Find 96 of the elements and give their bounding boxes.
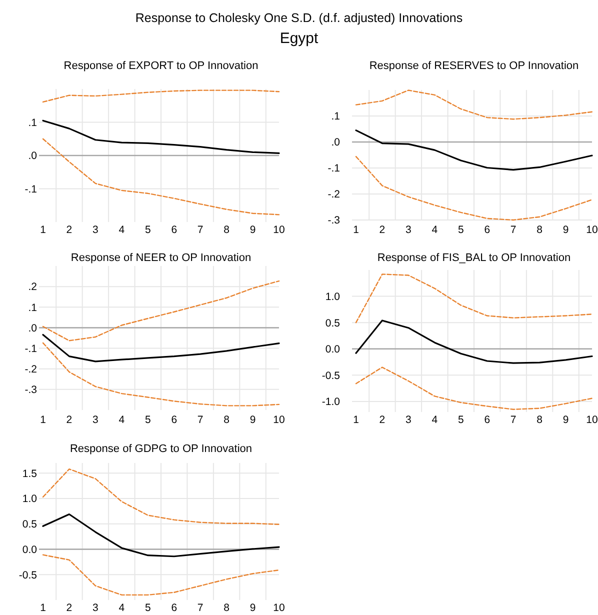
- line-series: [42, 513, 280, 558]
- x-tick-label: 1: [40, 414, 46, 426]
- y-tick-label: .2: [28, 281, 38, 294]
- x-tick-label: 3: [406, 414, 412, 426]
- x-tick-label: 2: [379, 224, 386, 236]
- y-tick-label: .0: [331, 136, 340, 149]
- y-tick-label: -.3: [24, 384, 38, 396]
- line-series: [355, 156, 593, 221]
- x-tick-label: 8: [224, 414, 230, 426]
- x-tick-label: 3: [406, 224, 412, 236]
- x-tick-label: 2: [66, 414, 72, 426]
- y-tick-label: -.1: [24, 342, 38, 355]
- x-tick-label: 5: [144, 602, 151, 614]
- x-tick-label: 9: [562, 414, 569, 426]
- line-series: [355, 274, 593, 324]
- chart-title: Response of GDPG to OP Innovation: [70, 443, 252, 455]
- x-tick-label: 6: [484, 224, 490, 236]
- text: Egypt: [280, 30, 320, 47]
- x-tick-label: 5: [144, 224, 151, 236]
- y-tick-label: -.3: [328, 214, 340, 227]
- y-tick-label: .0: [28, 322, 38, 334]
- chart-title: Response of FIS_BAL to OP Innovation: [377, 252, 571, 264]
- y-tick-label: 1.5: [22, 468, 38, 480]
- x-tick-label: 2: [66, 602, 72, 614]
- line-series: [355, 366, 593, 410]
- y-tick-label: -.1: [328, 162, 340, 175]
- x-tick-label: 5: [458, 414, 464, 426]
- line-series: [42, 90, 280, 103]
- x-tick-label: 6: [484, 414, 490, 426]
- x-tick-label: 6: [171, 602, 178, 614]
- y-tick-label: -.2: [328, 188, 340, 201]
- line-series: [42, 120, 280, 154]
- x-tick-label: 8: [224, 224, 230, 236]
- line-series: [355, 130, 593, 171]
- x-tick-label: 10: [273, 602, 285, 614]
- x-tick-label: 7: [197, 602, 204, 614]
- x-tick-label: 10: [586, 414, 598, 426]
- x-tick-label: 2: [66, 224, 72, 236]
- x-tick-label: 3: [92, 602, 99, 614]
- y-tick-label: -.2: [24, 364, 38, 376]
- y-tick-label: 1.0: [22, 493, 38, 506]
- x-tick-label: 3: [92, 414, 99, 426]
- y-tick-label: -1.0: [322, 396, 340, 408]
- y-tick-label: 0.5: [325, 317, 340, 330]
- x-tick-label: 6: [171, 414, 178, 426]
- x-tick-label: 4: [432, 414, 438, 426]
- x-tick-label: 9: [250, 602, 256, 614]
- line-series: [42, 554, 280, 596]
- y-tick-label: 1.0: [325, 290, 340, 303]
- x-tick-label: 10: [586, 224, 598, 236]
- x-tick-label: 1: [40, 224, 46, 236]
- x-tick-label: 9: [250, 224, 256, 236]
- x-tick-label: 5: [458, 224, 464, 236]
- line-series: [42, 468, 280, 525]
- x-tick-label: 8: [224, 602, 230, 614]
- x-tick-label: 7: [197, 224, 204, 236]
- line-series: [355, 90, 593, 120]
- y-tick-label: -0.5: [322, 370, 340, 382]
- y-tick-label: -0.5: [18, 569, 38, 582]
- x-tick-label: 4: [118, 224, 125, 236]
- y-tick-label: .1: [28, 302, 38, 314]
- x-tick-label: 10: [273, 414, 285, 426]
- x-tick-label: 10: [273, 224, 285, 236]
- text: Response to Cholesky One S.D. (d.f. adjusted) Innovations: [135, 11, 463, 25]
- x-tick-label: 7: [510, 224, 516, 236]
- y-tick-label: -.1: [24, 183, 38, 196]
- line-series: [42, 342, 280, 406]
- y-tick-label: 0.5: [22, 518, 38, 531]
- x-tick-label: 1: [353, 414, 360, 426]
- line-series: [42, 138, 280, 216]
- x-tick-label: 3: [92, 224, 99, 236]
- x-tick-label: 4: [118, 414, 125, 426]
- y-tick-label: .1: [28, 116, 38, 129]
- x-tick-label: 8: [536, 224, 543, 236]
- x-tick-label: 9: [250, 414, 256, 426]
- chart-title: Response of NEER to OP Innovation: [70, 252, 252, 264]
- y-tick-label: .0: [28, 150, 38, 162]
- x-tick-label: 7: [197, 414, 204, 426]
- x-tick-label: 6: [171, 224, 178, 236]
- x-tick-label: 5: [144, 414, 151, 426]
- y-tick-label: 0.0: [22, 544, 38, 556]
- x-tick-label: 9: [562, 224, 569, 236]
- x-tick-label: 4: [432, 224, 438, 236]
- x-tick-label: 2: [379, 414, 386, 426]
- x-tick-label: 8: [536, 414, 543, 426]
- line-series: [355, 320, 593, 364]
- x-tick-label: 4: [118, 602, 125, 614]
- chart-title: Response of RESERVES to OP Innovation: [369, 60, 579, 72]
- y-tick-label: 0.0: [325, 344, 340, 356]
- x-tick-label: 1: [353, 224, 360, 236]
- x-tick-label: 1: [40, 602, 46, 614]
- line-series: [42, 280, 280, 342]
- x-tick-label: 7: [510, 414, 516, 426]
- y-tick-label: .1: [331, 110, 340, 123]
- chart-title: Response of EXPORT to OP Innovation: [64, 60, 258, 72]
- line-series: [42, 334, 280, 362]
